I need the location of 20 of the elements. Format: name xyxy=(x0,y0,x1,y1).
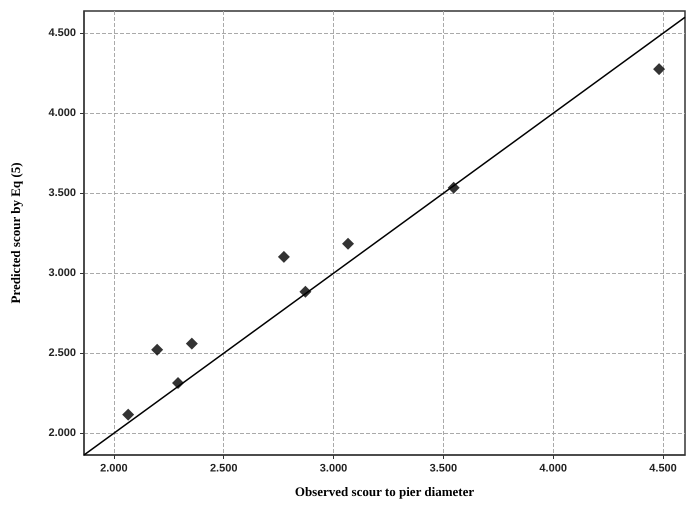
x-tick-label: 3.000 xyxy=(320,462,348,474)
point xyxy=(278,250,290,263)
point xyxy=(342,238,354,250)
x-tick-label: 3.500 xyxy=(430,462,458,474)
x-axis-title: Observed scour to pier diameter xyxy=(294,484,474,499)
x-tick-label: 4.500 xyxy=(649,462,677,474)
point xyxy=(653,63,666,76)
y-tick-label: 3.500 xyxy=(48,187,76,200)
point xyxy=(122,408,134,421)
y-tick-label: 4.500 xyxy=(48,27,76,40)
y-tick-label: 2.000 xyxy=(48,427,76,440)
point xyxy=(186,338,198,350)
y-tick-label: 4.000 xyxy=(48,107,76,120)
y-axis-title: Predicted scour by Eq (5) xyxy=(8,162,23,304)
x-tick-label: 4.000 xyxy=(539,462,567,474)
y-tick-label: 3.000 xyxy=(48,267,76,280)
y-tick-label: 2.500 xyxy=(48,347,76,360)
x-tick-label: 2.500 xyxy=(210,462,238,474)
x-tick-label: 2.000 xyxy=(100,462,128,474)
point xyxy=(151,344,164,356)
